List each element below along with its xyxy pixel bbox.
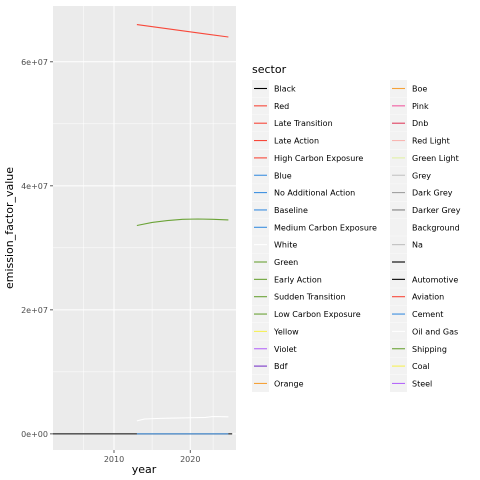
legend-title: sector <box>252 63 287 76</box>
x-tick-label: 2010 <box>104 455 124 464</box>
legend-label: Red Light <box>412 137 450 146</box>
legend-label: Dark Grey <box>412 189 453 198</box>
legend-label: Blue <box>274 171 292 180</box>
legend-label: Violet <box>274 345 297 354</box>
legend-label: Steel <box>412 379 432 388</box>
x-tick-label: 2020 <box>180 455 200 464</box>
series-line <box>136 415 229 422</box>
legend-label: Early Action <box>274 275 322 284</box>
legend-label: Black <box>274 85 296 94</box>
legend-label: Na <box>412 241 423 250</box>
legend-label: Background <box>412 223 460 232</box>
x-axis-title: year <box>132 463 157 476</box>
legend-label: Coal <box>412 362 430 371</box>
series-line <box>136 24 229 38</box>
legend-label: Late Action <box>274 137 319 146</box>
y-axis: 0e+00 2e+07 4e+07 6e+07 <box>21 58 53 439</box>
legend: Black Red Late Transition Late Action High C… <box>252 80 461 392</box>
legend-label: Green Light <box>412 154 459 163</box>
legend-label: Green <box>274 258 298 267</box>
x-axis: 2010 2020 <box>104 450 200 464</box>
legend-label: Darker Grey <box>412 206 461 215</box>
series-group <box>53 24 233 435</box>
legend-label: Aviation <box>412 293 444 302</box>
grid <box>53 6 236 450</box>
legend-label: Yellow <box>273 327 299 336</box>
legend-label: Medium Carbon Exposure <box>274 223 377 232</box>
legend-label: White <box>274 241 297 250</box>
y-tick-label: 0e+00 <box>21 430 48 439</box>
plot-panel <box>53 6 236 450</box>
legend-label: Grey <box>412 171 431 180</box>
legend-label: Automotive <box>412 275 458 284</box>
legend-label: Shipping <box>412 345 447 354</box>
legend-label: Orange <box>274 379 304 388</box>
legend-label: Oil and Gas <box>412 327 458 336</box>
legend-label: Sudden Transition <box>274 293 346 302</box>
legend-label: Late Transition <box>274 119 333 128</box>
y-tick-label: 2e+07 <box>21 306 48 315</box>
series-line <box>136 218 229 227</box>
legend-label: Boe <box>412 85 427 94</box>
legend-label: Cement <box>412 310 443 319</box>
legend-label: High Carbon Exposure <box>274 154 363 163</box>
legend-label: Dnb <box>412 119 428 128</box>
legend-label: Bdf <box>274 362 288 371</box>
legend-label: No Additional Action <box>274 189 355 198</box>
legend-label: Low Carbon Exposure <box>274 310 361 319</box>
y-tick-label: 6e+07 <box>21 58 48 67</box>
legend-label: Red <box>274 102 289 111</box>
y-axis-title: emission_factor_value <box>3 167 16 289</box>
y-tick-label: 4e+07 <box>21 182 48 191</box>
legend-label: Baseline <box>274 206 308 215</box>
legend-label: Pink <box>412 102 429 111</box>
